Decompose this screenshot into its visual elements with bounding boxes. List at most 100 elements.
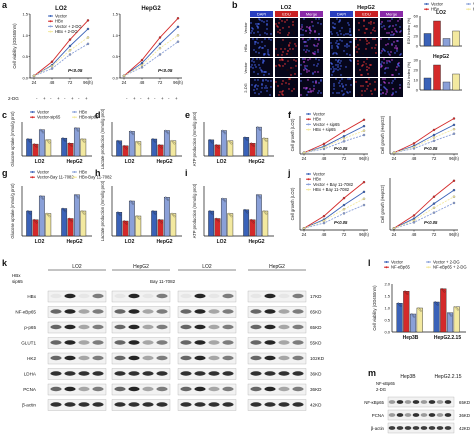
series-line	[393, 189, 455, 229]
replicate-dot	[211, 141, 214, 144]
nucleus	[305, 87, 307, 89]
protein-band	[388, 413, 396, 417]
nucleus	[302, 58, 304, 60]
nucleus	[281, 20, 283, 22]
nucleus	[395, 91, 397, 93]
nucleus	[399, 26, 401, 28]
data-point	[342, 140, 346, 143]
nucleus	[396, 66, 398, 68]
replicate-dot	[153, 211, 156, 214]
nucleus	[261, 71, 263, 73]
nucleus	[381, 21, 383, 23]
nucleus	[270, 80, 272, 82]
protein-band	[444, 426, 452, 430]
replicate-dot	[119, 142, 122, 145]
panel-letter-l: l	[368, 258, 371, 268]
protein-band	[404, 400, 412, 404]
nucleus	[293, 33, 295, 35]
replicate-dot	[450, 314, 453, 317]
nucleus	[252, 58, 254, 60]
x-tick-label: 96(h)	[359, 232, 369, 237]
y-tick-label: 0.0	[384, 330, 390, 335]
nucleus	[286, 53, 288, 55]
nucleus	[279, 91, 281, 93]
nucleus	[344, 45, 346, 47]
size-label: 36KD	[459, 413, 470, 418]
nucleus	[383, 25, 385, 27]
nucleus	[288, 80, 290, 82]
nucleus	[280, 48, 282, 50]
protein-label: β-actin	[371, 426, 385, 431]
data-point	[392, 151, 396, 154]
nucleus	[303, 49, 305, 51]
nucleus	[275, 23, 277, 25]
replicate-dot	[167, 132, 169, 135]
protein-band	[292, 371, 304, 376]
nucleus	[262, 62, 264, 64]
nucleus	[348, 24, 350, 26]
protein-band	[194, 293, 206, 299]
nucleus	[392, 74, 394, 76]
edu-bar-chart: 60 40 20 0 LO2 EDU index (%)	[406, 10, 462, 49]
nucleus	[252, 28, 254, 30]
replicate-dot	[152, 210, 154, 213]
nucleus	[400, 30, 402, 32]
data-point	[362, 203, 366, 207]
bar	[26, 138, 33, 157]
nucleus	[330, 42, 332, 44]
replicate-dot	[228, 139, 230, 142]
replicate-dot	[74, 127, 77, 130]
protein-label: PCNA	[23, 387, 37, 392]
nucleus	[303, 69, 305, 71]
nucleus	[339, 85, 341, 87]
line-chart-a-LO2: 24 48 72 96(h) 1.5 1.0 0.5 0.0	[22, 12, 93, 86]
nucleus	[356, 72, 358, 74]
replicate-dot	[404, 290, 406, 293]
group-label: LO2	[35, 239, 45, 245]
protein-band	[156, 324, 168, 330]
nucleus	[366, 28, 368, 30]
nucleus	[300, 94, 302, 96]
microscopy-image	[250, 58, 273, 77]
data-point	[158, 36, 162, 39]
data-point	[302, 227, 306, 230]
nucleus	[339, 19, 341, 21]
nucleus	[320, 80, 322, 82]
nucleus	[289, 42, 291, 44]
bar	[262, 137, 269, 157]
cell-line-title: LO2	[281, 5, 292, 11]
blot-strip	[47, 368, 107, 380]
data-point	[452, 127, 456, 131]
bar	[157, 144, 164, 157]
nucleus	[275, 81, 277, 83]
legend-marker	[31, 111, 34, 113]
nucleus	[257, 31, 259, 33]
microscopy-image	[355, 78, 378, 97]
nucleus	[261, 20, 263, 22]
protein-band	[142, 324, 154, 330]
nucleus	[313, 85, 315, 87]
nucleus	[318, 33, 320, 35]
nucleus	[391, 94, 393, 96]
data-point	[322, 146, 326, 149]
replicate-dot	[70, 220, 73, 223]
nucleus	[372, 68, 374, 70]
protein-band	[156, 402, 168, 407]
replicate-dot	[209, 139, 211, 141]
protein-label: NF-κBp65	[15, 310, 36, 315]
nucleus	[350, 41, 352, 43]
protein-band	[180, 340, 192, 345]
nucleus	[349, 54, 351, 56]
bar	[26, 210, 33, 237]
replicate-dot	[443, 290, 446, 293]
series-line	[303, 125, 365, 154]
bar	[73, 194, 80, 237]
replicate-dot	[69, 143, 72, 146]
data-point	[158, 46, 162, 50]
protein-band	[156, 340, 168, 345]
stain-label: DAPI	[337, 12, 346, 17]
nucleus	[253, 71, 255, 73]
stain-header	[300, 11, 323, 17]
nucleus	[288, 83, 290, 85]
bar	[220, 130, 227, 157]
